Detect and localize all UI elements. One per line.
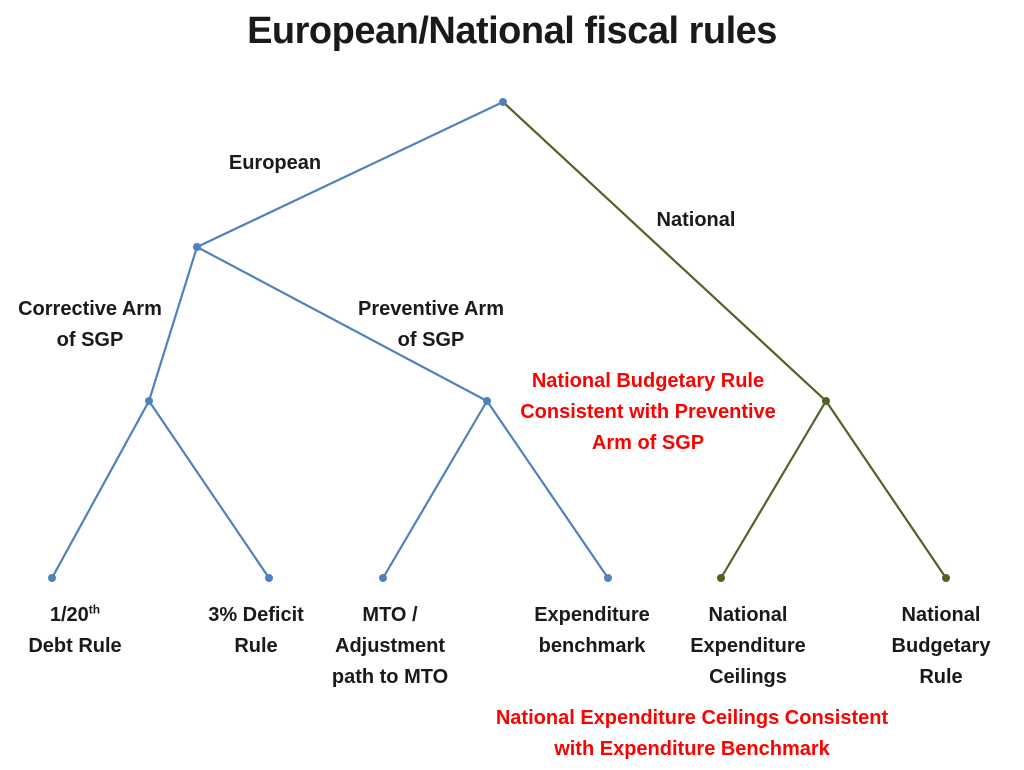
debt-rule-line-2: Debt Rule [28, 635, 122, 657]
debt-rule-fraction: 1/20 [49, 604, 89, 626]
edge-preventive-benchmark [486, 400, 609, 579]
corrective-line-2: of SGP [56, 329, 124, 351]
leaf-debt-rule: 1/20th Debt Rule [5, 600, 145, 662]
national-label-text: National [656, 209, 736, 231]
deficit-rule-line-1: 3% Deficit [208, 604, 304, 626]
mto-line-3: path to MTO [331, 666, 449, 688]
mto-line-2: Adjustment [335, 635, 445, 657]
ceilings-note-line-2: with Expenditure Benchmark [554, 738, 830, 760]
budgetary-rule-line-2: Budgetary [891, 635, 991, 657]
edge-european-corrective [147, 246, 199, 402]
deficit-rule-line-2: Rule [234, 635, 278, 657]
mto-line-1: MTO / [362, 604, 418, 626]
node-root [499, 98, 507, 106]
budgetary-note-line-1: National Budgetary Rule [531, 370, 765, 392]
preventive-line-2: of SGP [397, 329, 465, 351]
node-euro [193, 243, 201, 251]
budgetary-rule-line-3: Rule [919, 666, 963, 688]
preventive-line-1: Preventive Arm [358, 298, 504, 320]
ceilings-line-3: Ceilings [709, 666, 787, 688]
node-nat [822, 397, 830, 405]
leaf-national-expenditure-ceilings: National Expenditure Ceilings [673, 600, 823, 693]
edge-root-european [196, 101, 504, 248]
budgetary-rule-line-1: National [901, 604, 981, 626]
corrective-line-1: Corrective Arm [18, 298, 162, 320]
preventive-arm-label: Preventive Arm of SGP [341, 294, 521, 356]
budgetary-consistency-note: National Budgetary Rule Consistent with … [488, 366, 808, 459]
node-corr [145, 397, 153, 405]
budgetary-note-line-3: Arm of SGP [591, 432, 705, 454]
edge-corrective-debt-rule [51, 400, 150, 579]
debt-rule-superscript: th [88, 602, 101, 617]
european-label-text: European [228, 152, 322, 174]
ceilings-consistency-note: National Expenditure Ceilings Consistent… [452, 703, 932, 765]
leaf-deficit-rule: 3% Deficit Rule [191, 600, 321, 662]
edge-root-national [502, 101, 827, 402]
node-mto [379, 574, 387, 582]
corrective-arm-label: Corrective Arm of SGP [0, 294, 180, 356]
ceilings-note-line-1: National Expenditure Ceilings Consistent [495, 707, 889, 729]
ceilings-line-2: Expenditure [690, 635, 806, 657]
debt-rule-line-1: 1/20th [5, 600, 145, 631]
edge-preventive-mto [382, 400, 488, 579]
page-title: European/National fiscal rules [247, 10, 777, 52]
edge-national-ceilings [720, 400, 827, 579]
node-bench [604, 574, 612, 582]
budgetary-note-line-2: Consistent with Preventive [520, 401, 776, 423]
edge-national-budgetary-rule [825, 400, 947, 579]
edge-european-preventive [196, 246, 488, 402]
leaf-expenditure-benchmark: Expenditure benchmark [517, 600, 667, 662]
node-ceil [717, 574, 725, 582]
node-deficit [265, 574, 273, 582]
node-brule [942, 574, 950, 582]
national-branch-label: National [626, 205, 766, 236]
leaf-national-budgetary-rule: National Budgetary Rule [871, 600, 1011, 693]
benchmark-line-2: benchmark [538, 635, 646, 657]
node-debt [48, 574, 56, 582]
european-branch-label: European [205, 148, 345, 179]
leaf-mto: MTO / Adjustment path to MTO [320, 600, 460, 693]
edge-corrective-deficit-rule [148, 400, 270, 579]
benchmark-line-1: Expenditure [534, 604, 650, 626]
ceilings-line-1: National [708, 604, 788, 626]
node-prev [483, 397, 491, 405]
